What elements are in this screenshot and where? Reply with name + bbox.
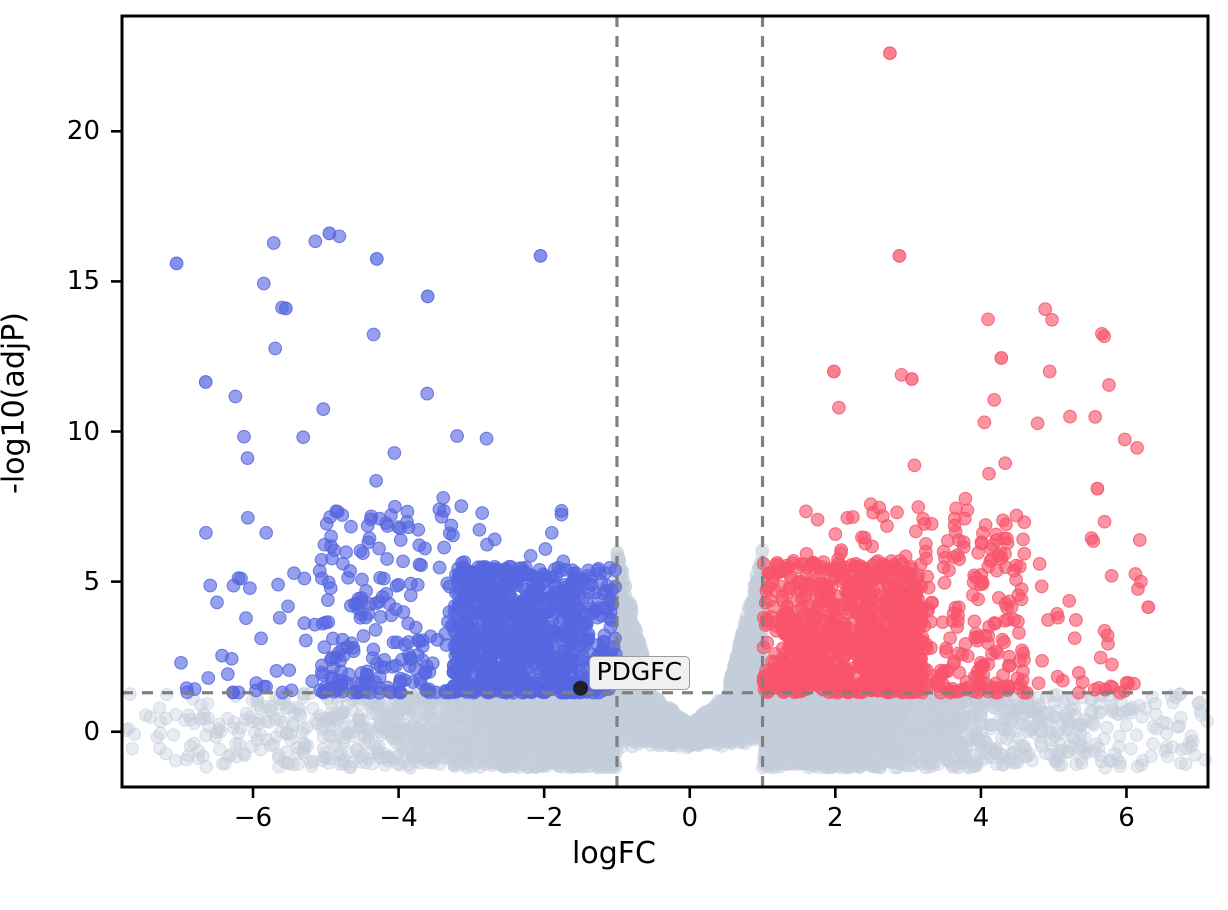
x-tick-label: 4 xyxy=(973,803,990,833)
x-tick-label: 2 xyxy=(827,803,844,833)
x-axis-label: logFC xyxy=(0,836,1228,871)
y-tick-label: 15 xyxy=(40,266,100,296)
scatter-group-up-regulated xyxy=(757,47,1154,699)
annotation-label-pdgfc[interactable]: PDGFC xyxy=(589,656,691,690)
scatter-group-down-regulated xyxy=(170,227,622,699)
y-tick-label: 0 xyxy=(40,717,100,747)
x-tick-label: 6 xyxy=(1118,803,1135,833)
x-tick-label: −6 xyxy=(234,803,272,833)
y-tick-label: 10 xyxy=(40,417,100,447)
x-tick-label: −4 xyxy=(379,803,417,833)
x-tick-label: −2 xyxy=(525,803,563,833)
y-axis-label: -log10(adjP) xyxy=(0,312,32,494)
annotation-marker-pdgfc[interactable] xyxy=(573,681,588,696)
y-tick-label: 20 xyxy=(40,116,100,146)
y-tick-label: 5 xyxy=(40,567,100,597)
x-tick-label: 0 xyxy=(681,803,698,833)
